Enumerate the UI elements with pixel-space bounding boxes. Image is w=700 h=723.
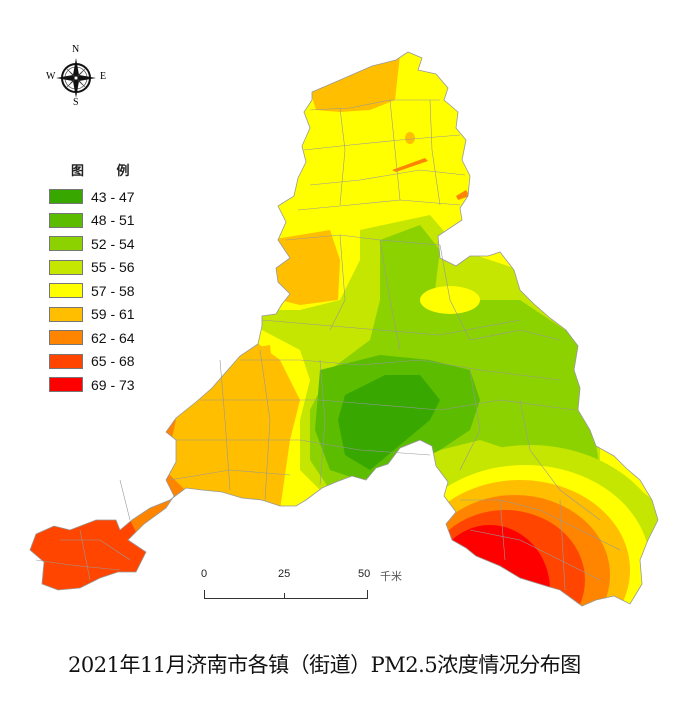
zone-59-61-streak — [392, 158, 428, 172]
map-title: 2021年11月济南市各镇（街道）PM2.5浓度情况分布图 — [68, 653, 581, 677]
scale-tick-0: 0 — [201, 568, 208, 580]
legend-item: 65 - 68 — [49, 350, 144, 374]
legend-swatch — [49, 377, 83, 393]
compass-north-label: N — [72, 44, 80, 55]
legend-label: 43 - 47 — [91, 188, 135, 205]
legend-item: 43 - 47 — [49, 185, 144, 209]
zone-59-61-east-spot — [456, 190, 470, 200]
zone-65-68-southwest — [30, 500, 150, 600]
zone-59-61-west-block — [270, 230, 340, 305]
legend-item: 57 - 58 — [49, 279, 144, 303]
scale-bar: 0 25 50 千米 — [198, 568, 428, 608]
legend-swatch — [49, 189, 83, 205]
legend-item: 59 - 61 — [49, 303, 144, 327]
jinan-boundary — [29, 51, 659, 607]
scale-line — [204, 590, 368, 599]
legend-item: 55 - 56 — [49, 256, 144, 280]
scale-unit: 千米 — [380, 571, 402, 583]
compass-south-label: S — [73, 97, 79, 108]
scale-tick-50: 50 — [358, 568, 371, 580]
legend-swatch — [49, 353, 83, 369]
legend-item: 69 - 73 — [49, 373, 144, 397]
scale-mid-tick — [284, 593, 285, 598]
legend-swatch — [49, 212, 83, 228]
zone-43-47 — [338, 375, 440, 470]
legend-label: 69 - 73 — [91, 376, 135, 393]
legend-label: 59 - 61 — [91, 306, 135, 323]
legend-item: 62 - 64 — [49, 326, 144, 350]
compass-rose-icon — [56, 58, 96, 98]
legend-label: 62 - 64 — [91, 329, 135, 346]
legend: 图 例 43 - 47 48 - 51 52 - 54 55 - 56 57 -… — [49, 160, 144, 397]
legend-title: 图 例 — [71, 164, 144, 179]
compass-rose: N W E S — [44, 44, 108, 110]
scale-tick-25: 25 — [278, 568, 291, 580]
legend-item: 48 - 51 — [49, 209, 144, 233]
legend-label: 48 - 51 — [91, 212, 135, 229]
zone-59-61-spot — [405, 132, 415, 144]
legend-swatch — [49, 283, 83, 299]
legend-label: 55 - 56 — [91, 259, 135, 276]
legend-label: 65 - 68 — [91, 353, 135, 370]
legend-item: 52 - 54 — [49, 232, 144, 256]
legend-label: 57 - 58 — [91, 282, 135, 299]
compass-west-label: W — [46, 71, 56, 82]
compass-east-label: E — [100, 71, 107, 82]
zone-59-61-north — [310, 55, 400, 112]
township-boundaries — [35, 99, 621, 591]
legend-swatch — [49, 330, 83, 346]
legend-swatch — [49, 259, 83, 275]
legend-swatch — [49, 306, 83, 322]
legend-swatch — [49, 236, 83, 252]
legend-label: 52 - 54 — [91, 235, 135, 252]
zone-southeast-69-73 — [430, 525, 550, 606]
